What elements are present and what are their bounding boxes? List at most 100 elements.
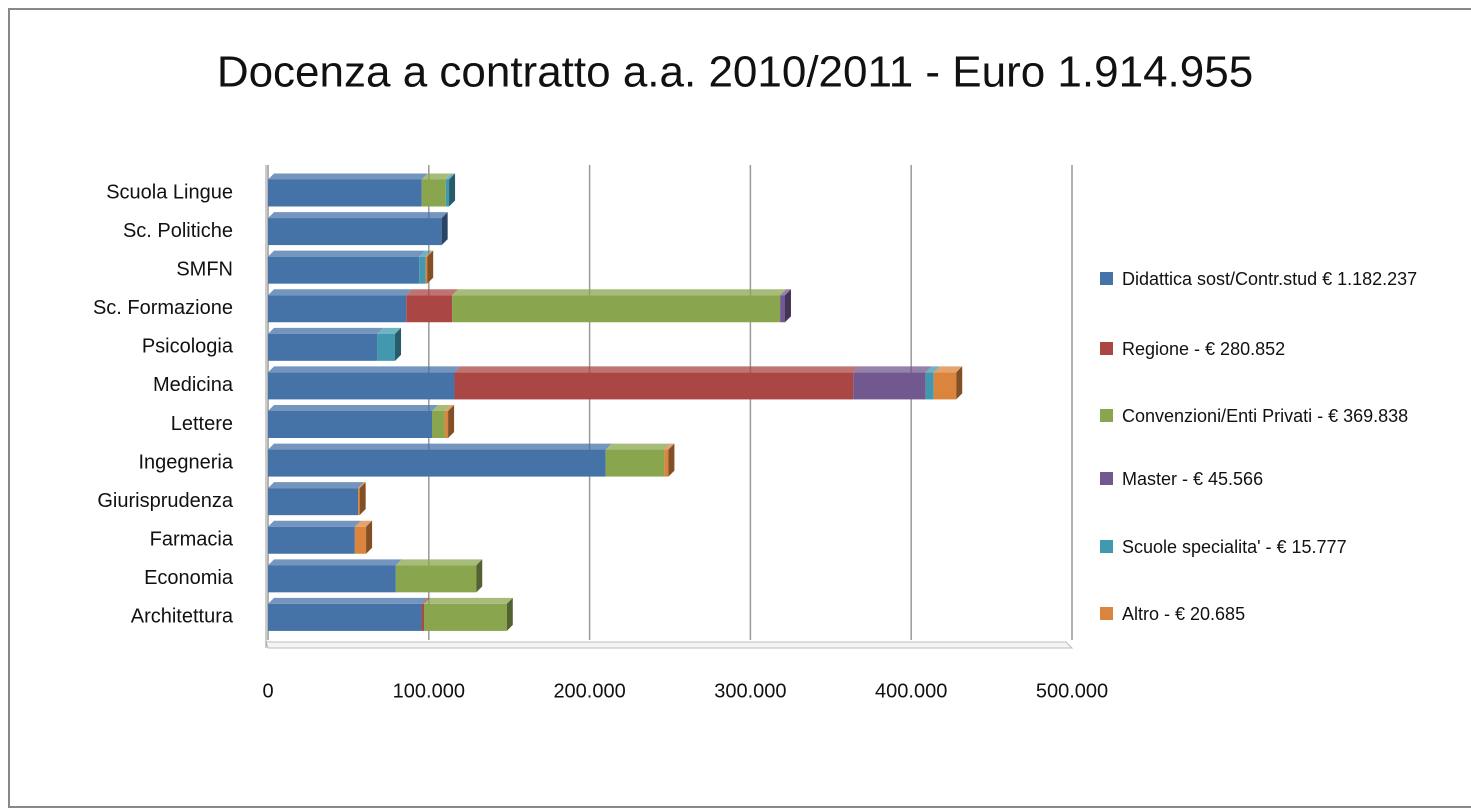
legend-label: Altro - € 20.685	[1122, 604, 1246, 624]
y-tick-label: Farmacia	[150, 529, 234, 551]
bar-end	[449, 173, 456, 207]
bar-top	[423, 597, 513, 604]
bar-segment	[454, 372, 854, 400]
legend-label: Regione - € 280.852	[1122, 339, 1286, 359]
bar-end	[448, 405, 455, 438]
bar-segment	[664, 449, 669, 477]
y-tick-label: Giurisprudenza	[97, 490, 234, 512]
legend-swatch	[1100, 272, 1113, 285]
bar-segment	[268, 179, 422, 207]
bar-end	[359, 482, 366, 516]
bar-top	[268, 405, 439, 411]
bar-segment	[421, 179, 446, 207]
bar-segment	[268, 218, 442, 246]
bar-end	[441, 212, 448, 246]
y-tick-label: Medicina	[153, 374, 234, 396]
bar-top	[268, 250, 426, 257]
legend-swatch	[1100, 607, 1113, 620]
legend-item: Convenzioni/Enti Privati - € 369.838	[1100, 402, 1430, 430]
bar-segment	[432, 411, 445, 438]
legend-label: Convenzioni/Enti Privati - € 369.838	[1122, 406, 1409, 426]
bar-end	[395, 327, 402, 361]
bar-segment	[377, 333, 396, 361]
bar-top	[268, 212, 448, 219]
x-tick-label: 0	[262, 680, 273, 702]
chart-title: Docenza a contratto a.a. 2010/2011 - Eur…	[217, 48, 1253, 97]
bar-segment	[268, 256, 420, 284]
bar-top	[452, 289, 787, 296]
y-tick-label: Ingegneria	[138, 451, 233, 473]
bar-top	[358, 482, 366, 489]
bar-segment	[354, 526, 367, 554]
legend-swatch	[1100, 472, 1113, 485]
bar-top	[605, 443, 671, 450]
bar-segment	[780, 295, 785, 323]
bar-top	[419, 250, 432, 257]
bar-top	[268, 366, 461, 373]
legend-item: Altro - € 20.685	[1100, 600, 1430, 628]
bar-top	[853, 366, 932, 373]
x-tick-label: 500.000	[1036, 680, 1108, 702]
bar-top	[395, 559, 483, 566]
legend-label: Scuole specialita' - € 15.777	[1122, 537, 1347, 557]
bar-segment	[853, 372, 926, 400]
bar-segment	[268, 295, 407, 323]
bar-segment	[268, 565, 396, 593]
bar-top	[268, 597, 428, 604]
bar-segment	[406, 295, 453, 323]
bar-top	[664, 443, 675, 450]
bar-segment	[268, 411, 433, 438]
bar-segment	[423, 603, 507, 631]
bar-top	[421, 173, 452, 180]
bar-top	[933, 366, 963, 373]
bar-segment	[421, 603, 424, 631]
bar-segment	[425, 256, 428, 284]
bar-segment	[444, 411, 449, 438]
bar-segment	[268, 449, 606, 477]
bar-top	[268, 520, 361, 527]
bar-segment	[445, 179, 450, 207]
bar-top	[421, 597, 430, 604]
bar-end	[476, 559, 483, 593]
bar-top	[925, 366, 940, 373]
bar-top	[268, 443, 612, 450]
bar-top	[268, 289, 413, 296]
legend-swatch	[1100, 409, 1113, 422]
y-tick-label: Sc. Politiche	[123, 220, 233, 242]
bar-segment	[268, 372, 455, 400]
bar-top	[780, 289, 791, 296]
bar-segment	[605, 449, 665, 477]
bar-top	[377, 327, 402, 334]
y-tick-label: Economia	[144, 567, 234, 589]
bar-top	[268, 327, 384, 334]
bar-top	[406, 289, 459, 296]
bar-segment	[268, 526, 355, 554]
bar-top	[425, 250, 434, 257]
y-tick-label: Sc. Formazione	[93, 297, 233, 319]
bar-segment	[925, 372, 934, 400]
legend-label: Didattica sost/Contr.stud € 1.182.237	[1122, 269, 1418, 289]
bar-end	[366, 520, 373, 554]
legend-swatch	[1100, 540, 1113, 553]
bar-end	[956, 366, 963, 400]
y-tick-label: Architettura	[131, 606, 234, 628]
legend-item: Master - € 45.566	[1100, 465, 1430, 493]
bar-top	[354, 520, 373, 527]
y-tick-label: Lettere	[171, 413, 233, 435]
legend-item: Didattica sost/Contr.stud € 1.182.237	[1100, 265, 1430, 293]
legend-swatch	[1100, 342, 1113, 355]
y-tick-label: Psicologia	[142, 336, 234, 358]
y-tick-label: SMFN	[176, 258, 233, 280]
bar-end	[427, 250, 434, 284]
x-tick-label: 300.000	[714, 680, 786, 702]
bar-top	[268, 482, 365, 489]
bar-top	[432, 405, 451, 411]
plot-floor	[265, 641, 1074, 649]
bar-end	[506, 597, 513, 631]
legend-label: Master - € 45.566	[1122, 469, 1264, 489]
bar-end	[784, 289, 791, 323]
bar-end	[668, 443, 675, 477]
legend-item: Regione - € 280.852	[1100, 335, 1430, 363]
